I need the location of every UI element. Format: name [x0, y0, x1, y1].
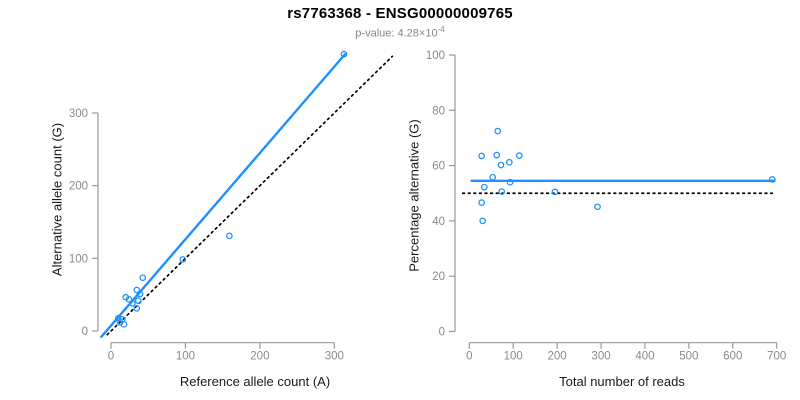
data-point [136, 290, 144, 298]
data-point [515, 152, 523, 159]
y-tick-label: 40 [432, 216, 445, 228]
pvalue-times-ten: ×10 [418, 27, 438, 40]
y-tick-label: 100 [426, 50, 445, 62]
right-plot: 0 20 40 60 80 100 0 100 200 300 400 500 600 700 [426, 50, 786, 363]
data-point [480, 183, 488, 191]
x-tick-label: 600 [723, 351, 742, 363]
data-point [120, 320, 128, 328]
chart-title: rs7763368 - ENSG00000009765 [287, 5, 513, 22]
y-tick-label: 300 [69, 108, 88, 120]
right-y-axis-title: Percentage alternative (G) [406, 119, 422, 272]
data-point [506, 178, 514, 186]
x-tick-label: 100 [176, 351, 195, 363]
x-tick-label: 400 [635, 351, 654, 363]
x-tick-label: 200 [548, 351, 567, 363]
data-point [493, 151, 501, 159]
x-tick-label: 500 [679, 351, 698, 363]
y-tick-label: 20 [432, 271, 445, 283]
data-point [551, 188, 559, 196]
data-point [594, 203, 601, 211]
x-tick-label: 100 [504, 351, 523, 363]
data-point [768, 176, 776, 183]
y-tick-label: 0 [439, 327, 445, 339]
data-point [340, 50, 348, 58]
right-x-axis-title: Total number of reads [559, 374, 685, 389]
data-point [498, 188, 506, 195]
chart-subtitle: p-value: 4.28×10-4 [0, 25, 800, 40]
y-tick-label: 100 [69, 253, 88, 265]
data-point [497, 161, 505, 169]
x-tick-label: 0 [108, 351, 114, 363]
data-point [478, 152, 486, 160]
data-point [505, 158, 513, 166]
data-point [478, 199, 486, 207]
y-tick-label: 200 [69, 181, 88, 193]
identity-line [106, 55, 394, 336]
left-plot: 0 100 200 300 0 100 200 300 [69, 50, 394, 363]
data-point [129, 299, 136, 307]
y-tick-label: 0 [82, 326, 88, 338]
data-point [494, 127, 502, 135]
data-point [133, 286, 141, 294]
left-x-axis-title: Reference allele count (A) [179, 374, 331, 389]
x-tick-label: 300 [591, 351, 610, 363]
regression-line [100, 52, 347, 339]
data-point [489, 173, 497, 181]
left-y-axis-title: Alternative allele count (G) [49, 122, 65, 277]
x-tick-label: 200 [250, 351, 269, 363]
data-point [125, 295, 133, 303]
data-point [133, 304, 141, 312]
x-tick-label: 300 [325, 351, 344, 363]
data-point [226, 232, 233, 240]
data-point [114, 314, 122, 322]
data-point [139, 274, 147, 282]
y-tick-label: 60 [432, 161, 445, 173]
x-tick-label: 700 [767, 351, 786, 363]
data-point [179, 256, 187, 263]
data-point [134, 297, 142, 305]
y-tick-label: 80 [432, 105, 445, 117]
pvalue-text: p-value: 4.28 [355, 27, 419, 40]
pvalue-exponent: -4 [437, 25, 445, 34]
data-point [479, 217, 487, 225]
x-tick-label: 0 [466, 351, 472, 363]
